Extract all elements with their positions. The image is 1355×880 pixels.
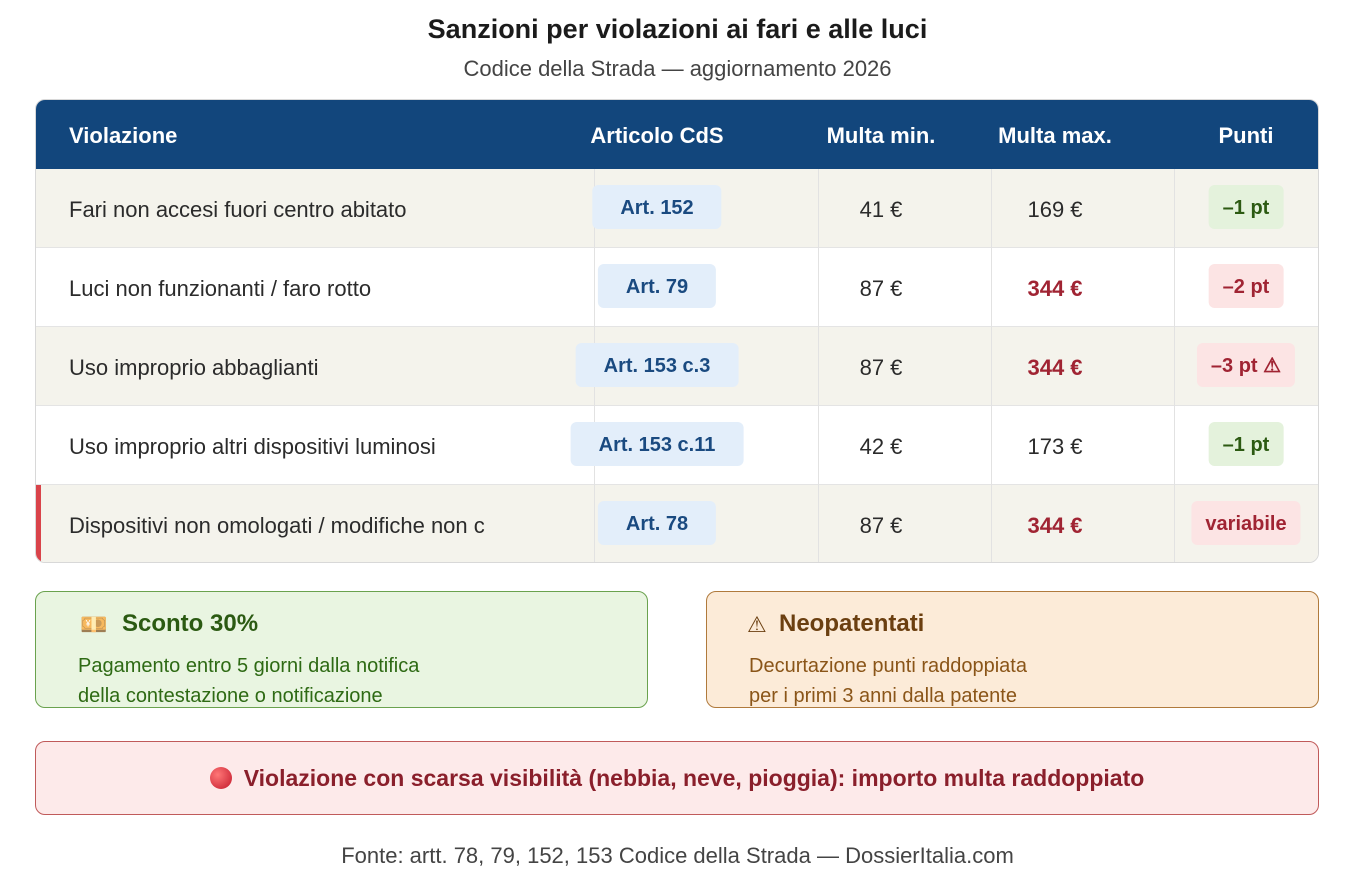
column-divider <box>1174 406 1175 485</box>
table-header: Violazione Articolo CdS Multa min. Multa… <box>36 100 1318 169</box>
novice-note: ⚠ Neopatentati Decurtazione punti raddop… <box>706 591 1319 708</box>
points-badge: variabile <box>1191 501 1301 545</box>
column-divider <box>818 406 819 485</box>
violation-cell: Uso improprio altri dispositivi luminosi <box>69 434 436 459</box>
note-line: della contestazione o notificazione <box>78 685 383 707</box>
icon: 💴 <box>80 612 108 637</box>
column-divider <box>991 248 992 327</box>
alert: Violazione con scarsa visibilità (nebbia… <box>35 741 1319 815</box>
table-row: Fari non accesi fuori centro abitato Art.… <box>36 169 1318 248</box>
column-divider <box>1174 169 1175 248</box>
note-line: Decurtazione punti raddoppiata <box>749 655 1027 677</box>
icon: ⚠ <box>747 612 767 637</box>
discount-note: 💴 Sconto 30% Pagamento entro 5 giorni da… <box>35 591 648 708</box>
article-badge: Art. 152 <box>592 185 722 229</box>
column-header: Articolo CdS <box>590 123 724 148</box>
table-row: Luci non funzionanti / faro rotto Art. 79… <box>36 248 1318 327</box>
subtitle: Codice della Strada — aggiornamento 2026 <box>463 56 892 81</box>
points-badge: –1 pt <box>1208 422 1284 466</box>
footer: Fonte: artt. 78, 79, 152, 153 Codice del… <box>341 843 1014 868</box>
column-divider <box>1174 248 1175 327</box>
min-fine-cell: 87 € <box>859 276 903 301</box>
column-header: Punti <box>1218 123 1274 148</box>
min-fine-cell: 87 € <box>859 513 903 538</box>
table-row: Uso improprio abbaglianti Art. 153 c.3 87 … <box>36 327 1318 406</box>
note-title: Sconto 30% <box>122 610 259 637</box>
points-badge: –1 pt <box>1208 185 1284 229</box>
max-fine-cell: 344 € <box>1027 513 1083 538</box>
column-header: Violazione <box>69 123 178 148</box>
max-fine-cell: 173 € <box>1027 434 1083 459</box>
column-header: Multa min. <box>826 123 936 148</box>
column-divider <box>818 327 819 406</box>
article-badge: Art. 79 <box>597 264 717 308</box>
article-badge: Art. 153 c.11 <box>570 422 744 466</box>
column-header: Multa max. <box>998 123 1112 148</box>
min-fine-cell: 41 € <box>859 197 903 222</box>
column-divider <box>1174 485 1175 562</box>
column-divider <box>991 327 992 406</box>
note-title: Neopatentati <box>779 610 925 637</box>
note-line: Pagamento entro 5 giorni dalla notifica <box>78 655 420 677</box>
max-fine-cell: 344 € <box>1027 355 1083 380</box>
column-divider <box>594 248 595 327</box>
column-divider <box>818 169 819 248</box>
violation-cell: Luci non funzionanti / faro rotto <box>69 276 372 301</box>
icon <box>209 767 232 789</box>
column-divider <box>818 248 819 327</box>
max-fine-cell: 344 € <box>1027 276 1083 301</box>
column-divider <box>594 485 595 562</box>
column-divider <box>818 485 819 562</box>
points-badge: –2 pt <box>1208 264 1284 308</box>
min-fine-cell: 42 € <box>859 434 903 459</box>
alert-text: Violazione con scarsa visibilità (nebbia… <box>243 765 1145 791</box>
violation-cell: Fari non accesi fuori centro abitato <box>69 197 407 222</box>
violation-cell: Uso improprio abbaglianti <box>69 355 319 380</box>
violation-cell: Dispositivi non omologati / modifiche no… <box>69 513 485 538</box>
column-divider <box>991 485 992 562</box>
article-badge: Art. 153 c.3 <box>575 343 739 387</box>
column-divider <box>991 169 992 248</box>
points-badge: –3 pt ⚠ <box>1196 343 1296 387</box>
table-row: Uso improprio altri dispositivi luminosi… <box>36 406 1318 485</box>
article-badge: Art. 78 <box>597 501 717 545</box>
min-fine-cell: 87 € <box>859 355 903 380</box>
title: Sanzioni per violazioni ai fari e alle l… <box>427 14 928 44</box>
table-row: Dispositivi non omologati / modifiche no… <box>36 485 1318 562</box>
table: Violazione Articolo CdS Multa min. Multa… <box>35 99 1319 563</box>
column-divider <box>991 406 992 485</box>
max-fine-cell: 169 € <box>1027 197 1083 222</box>
note-line: per i primi 3 anni dalla patente <box>749 685 1017 707</box>
column-divider <box>1174 327 1175 406</box>
